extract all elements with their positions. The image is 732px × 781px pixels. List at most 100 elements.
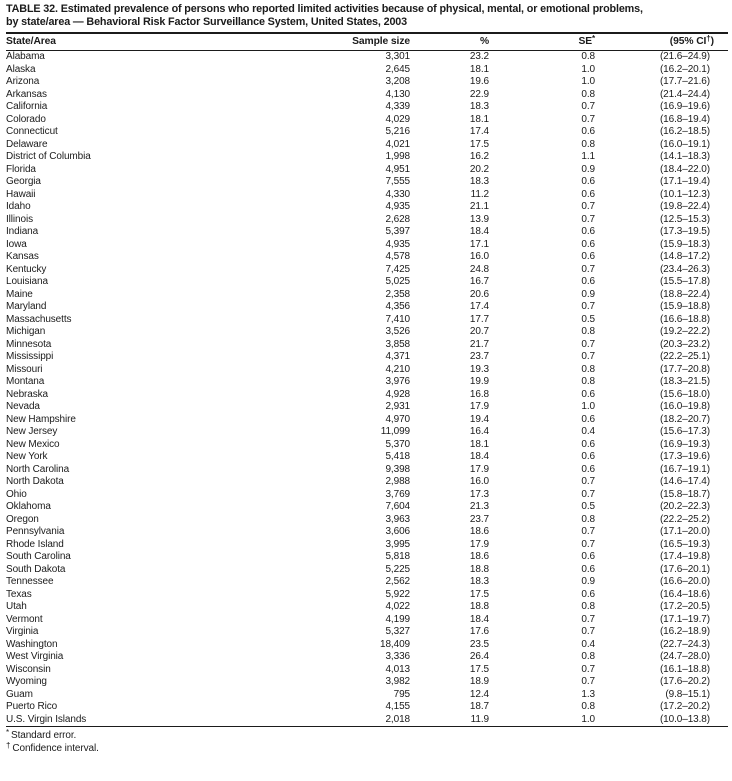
cell-state-area: Nebraska — [6, 388, 48, 400]
table-row: West Virginia 3,336 26.4 0.8 (24.7–28.0) — [6, 651, 728, 664]
cell-ci: (16.0–19.8) — [659, 401, 710, 412]
ci-footnote-marker: † — [706, 34, 711, 43]
cell-percent: 11.2 — [470, 188, 489, 200]
cell-state-area: Connecticut — [6, 126, 58, 137]
cell-ci: (15.6–17.3) — [659, 426, 710, 437]
cell-ci: (15.9–18.3) — [659, 238, 710, 250]
se-footnote-marker: * — [591, 34, 595, 43]
table-row: District of Columbia 1,998 16.2 1.1 (14.1–18… — [6, 151, 728, 164]
cell-state-area: Virginia — [6, 626, 39, 637]
cell-ci: (15.8–18.7) — [659, 488, 710, 500]
table-row: Vermont 4,199 18.4 0.7 (17.1–19.7) — [6, 614, 728, 627]
cell-percent: 18.7 — [469, 701, 489, 712]
table-row: Hawaii 4,330 11.2 0.6 (10.1–12.3) — [6, 189, 728, 202]
cell-percent: 16.7 — [469, 276, 489, 287]
column-header-sample-size: Sample size — [271, 33, 410, 51]
table-row: Idaho 4,935 21.1 0.7 (19.8–22.4) — [6, 201, 728, 214]
cell-percent: 18.4 — [469, 226, 489, 237]
cell-percent: 17.9 — [469, 463, 489, 475]
cell-se: 0.8 — [581, 701, 595, 712]
cell-ci: (17.1–19.7) — [659, 613, 710, 625]
cell-percent: 18.6 — [469, 551, 489, 562]
table-row: Texas 5,922 17.5 0.6 (16.4–18.6) — [6, 589, 728, 602]
table-row: Massachusetts 7,410 17.7 0.5 (16.6–18.8) — [6, 314, 728, 327]
cell-sample-size: 3,976 — [385, 376, 410, 387]
cell-sample-size: 4,356 — [385, 301, 410, 312]
cell-state-area: Missouri — [6, 363, 43, 375]
cell-state-area: New Mexico — [6, 438, 60, 450]
cell-ci: (16.1–18.8) — [659, 663, 710, 675]
cell-ci: (16.2–18.9) — [659, 626, 710, 637]
cell-se: 0.7 — [581, 526, 595, 537]
cell-state-area: North Dakota — [6, 476, 64, 487]
cell-percent: 18.4 — [469, 451, 489, 462]
cell-ci: (14.6–17.4) — [659, 476, 710, 487]
cell-percent: 18.3 — [469, 176, 489, 187]
cell-sample-size: 4,339 — [385, 101, 410, 112]
table-row: North Carolina 9,398 17.9 0.6 (16.7–19.1) — [6, 464, 728, 477]
cell-state-area: Puerto Rico — [6, 701, 58, 712]
cell-se: 0.7 — [581, 613, 595, 625]
cell-state-area: Iowa — [6, 238, 27, 250]
table-row: Indiana 5,397 18.4 0.6 (17.3–19.5) — [6, 226, 728, 239]
cell-percent: 17.9 — [469, 538, 489, 550]
table-row: Wyoming 3,982 18.9 0.7 (17.6–20.2) — [6, 676, 728, 689]
cell-se: 0.7 — [581, 101, 595, 112]
cell-state-area: Georgia — [6, 176, 41, 187]
cell-se: 0.7 — [581, 213, 595, 225]
cell-percent: 16.2 — [469, 151, 489, 162]
cell-se: 0.7 — [581, 538, 595, 550]
cell-sample-size: 3,995 — [385, 538, 410, 550]
cell-sample-size: 4,951 — [385, 163, 410, 175]
cell-se: 0.6 — [581, 463, 595, 475]
cell-se: 0.7 — [581, 663, 595, 675]
cell-percent: 18.1 — [469, 438, 489, 450]
cell-se: 1.0 — [581, 63, 595, 75]
table-row: Pennsylvania 3,606 18.6 0.7 (17.1–20.0) — [6, 526, 728, 539]
cell-se: 0.8 — [581, 326, 595, 337]
cell-percent: 18.3 — [469, 101, 489, 112]
cell-state-area: Nevada — [6, 401, 40, 412]
table-row: Kansas 4,578 16.0 0.6 (14.8–17.2) — [6, 251, 728, 264]
cell-state-area: Louisiana — [6, 276, 48, 287]
asterisk-marker: * — [6, 728, 10, 737]
cell-sample-size: 2,358 — [385, 288, 410, 300]
cell-se: 0.5 — [581, 501, 595, 512]
cell-state-area: South Carolina — [6, 551, 71, 562]
cell-ci: (14.1–18.3) — [659, 151, 710, 162]
cell-se: 0.7 — [581, 676, 595, 687]
table-row: Connecticut 5,216 17.4 0.6 (16.2–18.5) — [6, 126, 728, 139]
cell-percent: 17.9 — [469, 401, 489, 412]
cell-state-area: Wisconsin — [6, 663, 51, 675]
cell-percent: 12.4 — [469, 688, 489, 700]
cell-state-area: Illinois — [6, 213, 33, 225]
cell-percent: 18.4 — [469, 613, 489, 625]
table-row: Ohio 3,769 17.3 0.7 (15.8–18.7) — [6, 489, 728, 502]
cell-state-area: Guam — [6, 688, 33, 700]
cell-ci: (12.5–15.3) — [659, 213, 710, 225]
cell-se: 1.3 — [581, 688, 595, 700]
cell-ci: (9.8–15.1) — [665, 688, 710, 700]
cell-se: 0.8 — [581, 88, 595, 100]
cell-sample-size: 5,818 — [385, 551, 410, 562]
prevalence-table: State/Area Sample size % SE* (95% CI†) A… — [6, 32, 728, 727]
table-row: Rhode Island 3,995 17.9 0.7 (16.5–19.3) — [6, 539, 728, 552]
cell-ci: (18.4–22.0) — [659, 163, 710, 175]
cell-percent: 18.1 — [469, 113, 489, 125]
cell-sample-size: 4,029 — [385, 113, 410, 125]
cell-percent: 21.3 — [469, 501, 489, 512]
column-header-percent: % — [410, 33, 489, 51]
cell-se: 0.8 — [581, 513, 595, 525]
cell-percent: 26.4 — [469, 651, 489, 662]
cell-sample-size: 7,555 — [385, 176, 410, 187]
table-row: Missouri 4,210 19.3 0.8 (17.7–20.8) — [6, 364, 728, 377]
cell-percent: 22.9 — [469, 88, 489, 100]
cell-percent: 18.9 — [469, 676, 489, 687]
table-row: Oklahoma 7,604 21.3 0.5 (20.2–22.3) — [6, 501, 728, 514]
cell-sample-size: 2,988 — [385, 476, 410, 487]
table-row: Michigan 3,526 20.7 0.8 (19.2–22.2) — [6, 326, 728, 339]
cell-state-area: District of Columbia — [6, 151, 91, 162]
table-row: Florida 4,951 20.2 0.9 (18.4–22.0) — [6, 164, 728, 177]
cell-se: 0.7 — [581, 263, 595, 275]
cell-sample-size: 5,225 — [385, 563, 410, 575]
